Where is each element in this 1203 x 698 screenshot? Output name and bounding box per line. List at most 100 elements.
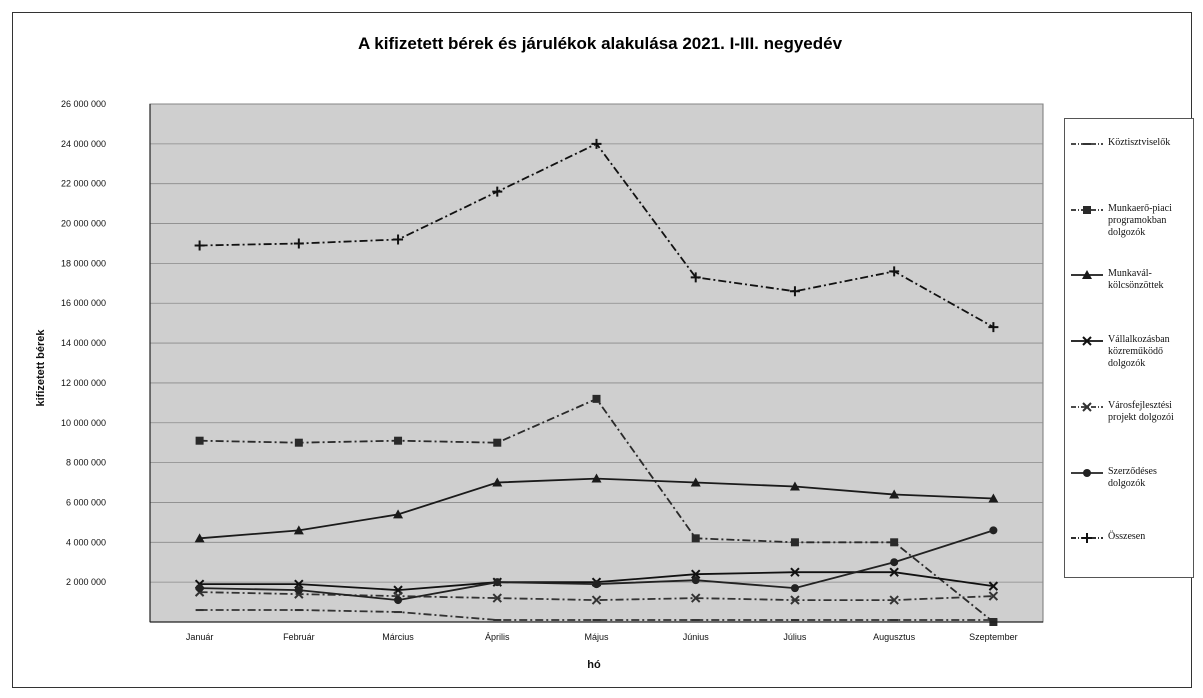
y-tick-label-2: 6 000 000 (66, 497, 106, 507)
legend-item-4: Városfejlesztési projekt dolgozói (1069, 400, 1193, 424)
legend-swatch-5 (1071, 468, 1103, 477)
point-3-1 (294, 579, 304, 589)
point-5-8 (989, 526, 998, 535)
y-tick-label-7: 16 000 000 (61, 298, 106, 308)
point-6-4 (591, 138, 602, 149)
point-4-6 (790, 595, 800, 605)
x-tick-label-7: Augusztus (873, 632, 916, 642)
point-1-7 (890, 538, 899, 547)
point-4-4 (591, 595, 602, 605)
legend-label-0: Köztisztviselők (1108, 137, 1171, 148)
point-2-3 (492, 477, 503, 487)
legend-marker-3 (1082, 336, 1092, 346)
legend-label-6: Összesen (1108, 531, 1146, 543)
point-1-5 (691, 534, 700, 543)
point-4-5 (691, 593, 701, 603)
point-6-1 (293, 238, 304, 249)
point-5-4 (592, 580, 601, 589)
y-tick-label-4: 10 000 000 (61, 418, 106, 428)
y-tick-label-0: 2 000 000 (66, 577, 106, 587)
legend-marker-4 (1082, 402, 1092, 412)
chart-title: A kifizetett bérek és járulékok alakulás… (357, 34, 843, 53)
point-1-1 (294, 438, 303, 447)
point-1-3 (493, 438, 502, 447)
point-2-2 (393, 509, 404, 519)
legend-marker-1 (1083, 205, 1091, 214)
x-tick-label-6: Július (783, 632, 807, 642)
legend-marker-2 (1082, 270, 1092, 280)
y-tick-label-12: 26 000 000 (61, 99, 106, 109)
point-2-4 (591, 473, 602, 483)
x-tick-label-4: Május (584, 632, 609, 642)
point-4-3 (492, 593, 502, 603)
legend-marker-6 (1082, 533, 1092, 544)
legend-label-5: Szerződéses dolgozók (1108, 465, 1157, 489)
y-tick-label-9: 20 000 000 (61, 219, 106, 229)
legend-swatch-3 (1071, 336, 1103, 346)
legend-label-1: Munkaerő-piaci programokban dolgozók (1108, 202, 1172, 238)
point-2-7 (889, 489, 900, 499)
legend-item-5: Szerződéses dolgozók (1069, 466, 1193, 490)
x-tick-label-3: Április (485, 632, 510, 642)
legend-label-4: Városfejlesztési projekt dolgozói (1108, 399, 1174, 423)
x-tick-label-1: Február (283, 632, 315, 642)
point-2-5 (690, 477, 701, 487)
point-6-2 (393, 234, 404, 245)
y-tick-label-8: 18 000 000 (61, 258, 106, 268)
point-4-7 (889, 595, 899, 605)
legend-swatch-2 (1071, 270, 1103, 280)
series-5 (195, 526, 998, 605)
legend-label-3: Vállalkozásban közreműködő dolgozók (1108, 334, 1170, 370)
point-5-7 (890, 558, 899, 567)
point-2-6 (789, 481, 800, 491)
point-6-7 (889, 266, 900, 277)
point-2-8 (988, 493, 999, 503)
point-4-8 (988, 591, 999, 601)
series-group (194, 138, 999, 626)
point-1-6 (790, 538, 799, 547)
point-1-0 (195, 436, 204, 445)
point-5-3 (493, 578, 502, 587)
legend-item-0: Köztisztviselők (1069, 137, 1193, 151)
y-tick-label-1: 4 000 000 (66, 537, 106, 547)
legend-item-3: Vállalkozásban közreműködő dolgozók (1069, 334, 1193, 370)
legend-swatch-1 (1071, 205, 1103, 214)
legend-item-2: Munkavál-kölcsönzöttek (1069, 268, 1193, 292)
point-6-6 (789, 286, 800, 297)
series-line-0 (199, 609, 994, 621)
point-1-2 (394, 436, 403, 445)
point-5-0 (195, 584, 204, 593)
x-tick-label-2: Március (382, 632, 414, 642)
series-0 (195, 609, 998, 622)
y-axis-title: kifizetett bérek (35, 329, 47, 407)
point-3-6 (790, 567, 800, 577)
legend-label-2: Munkavál-kölcsönzöttek (1108, 268, 1164, 292)
x-tick-label-5: Június (683, 632, 710, 642)
point-2-1 (293, 525, 304, 535)
point-2-0 (194, 533, 205, 543)
legend-swatch-0 (1071, 143, 1103, 145)
series-2 (194, 473, 999, 543)
point-6-8 (988, 322, 999, 333)
legend-item-6: Összesen (1069, 531, 1193, 545)
point-5-1 (294, 586, 303, 595)
plot-area (149, 103, 1044, 623)
point-6-5 (690, 272, 701, 283)
y-tick-label-11: 24 000 000 (61, 139, 106, 149)
y-tick-label-3: 8 000 000 (66, 458, 106, 468)
legend-item-1: Munkaerő-piaci programokban dolgozók (1069, 203, 1193, 239)
legend-swatch-6 (1071, 533, 1103, 544)
point-5-5 (691, 576, 700, 585)
point-1-4 (592, 394, 601, 403)
y-tick-label-5: 12 000 000 (61, 378, 106, 388)
series-6 (194, 138, 999, 333)
y-tick-label-6: 14 000 000 (61, 338, 106, 348)
x-tick-label-0: Január (186, 632, 214, 642)
point-3-8 (988, 581, 999, 591)
point-6-0 (194, 240, 205, 251)
axes: 2 000 000 4 000 000 6 000 000 8 000 000 10 0… (61, 99, 1043, 642)
point-6-3 (492, 186, 503, 197)
legend-marker-5 (1083, 468, 1091, 477)
legend-swatch-4 (1071, 402, 1103, 412)
